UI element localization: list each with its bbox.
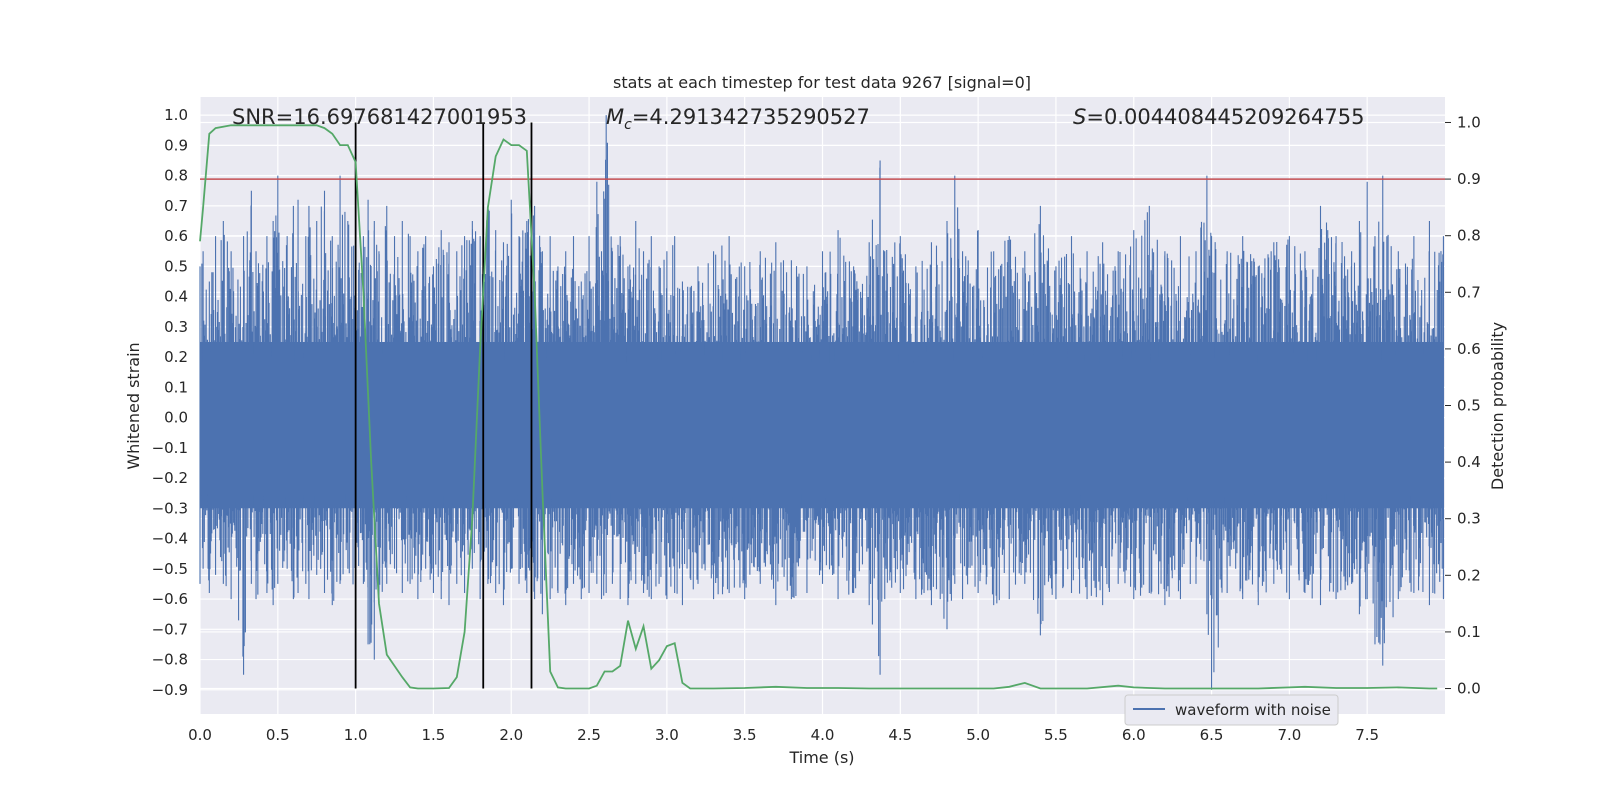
y2-tick-label: 0.5: [1457, 397, 1481, 415]
x-tick-label: 2.5: [577, 726, 601, 744]
x-tick-label: 7.0: [1277, 726, 1301, 744]
x-tick-label: 6.5: [1200, 726, 1224, 744]
y-tick-label: −0.7: [152, 620, 188, 638]
x-tick-label: 3.0: [655, 726, 679, 744]
x-tick-labels: 0.0 0.5 1.0 1.5 2.0 2.5 3.0 3.5 4.0 4.5 5.0 5.5 6.0 6…: [188, 726, 1379, 744]
y-tick-label: 0.8: [164, 167, 188, 185]
y-tick-label: 0.6: [164, 227, 188, 245]
legend-entry-label: waveform with noise: [1175, 701, 1331, 719]
y-tick-label: −0.3: [152, 499, 188, 517]
y-tick-label: 0.4: [164, 288, 188, 306]
y-tick-label: 0.2: [164, 348, 188, 366]
y2-tick-label: 0.0: [1457, 680, 1481, 698]
y2-tick-label: 0.9: [1457, 170, 1481, 188]
x-tick-label: 5.5: [1044, 726, 1068, 744]
y-tick-label: −0.1: [152, 439, 188, 457]
y-tick-label: 0.9: [164, 136, 188, 154]
x-tick-label: 2.0: [499, 726, 523, 744]
y-tick-label: 1.0: [164, 106, 188, 124]
x-axis-label: Time (s): [788, 748, 854, 767]
y-tick-label: −0.4: [152, 530, 188, 548]
y-axis-label: Whitened strain: [124, 342, 143, 469]
y-tick-label: −0.5: [152, 560, 188, 578]
x-tick-label: 3.5: [733, 726, 757, 744]
x-tick-label: 1.5: [422, 726, 446, 744]
s-annotation: S=0.004408445209264755: [1073, 105, 1364, 129]
y-tick-label: −0.6: [152, 590, 188, 608]
y2-tick-label: 0.8: [1457, 227, 1481, 245]
y-tick-label: 0.7: [164, 197, 188, 215]
y-tick-label: 0.0: [164, 409, 188, 427]
x-tick-label: 6.0: [1122, 726, 1146, 744]
waveform-spikes: [199, 115, 1444, 690]
legend-box: [1124, 694, 1339, 726]
x-tick-label: 0.0: [188, 726, 212, 744]
y2-tick-label: 1.0: [1457, 113, 1481, 131]
detection-probability-series: [199, 124, 1438, 690]
snr-annotation: SNR=16.697681427001953: [232, 105, 527, 129]
x-tick-label: 7.5: [1355, 726, 1379, 744]
y2-tick-label: 0.1: [1457, 623, 1481, 641]
x-tick-label: 4.0: [811, 726, 835, 744]
x-tick-label: 1.0: [344, 726, 368, 744]
y2-tick-label: 0.7: [1457, 283, 1481, 301]
y-tick-label: 0.1: [164, 378, 188, 396]
waveform-with-noise-series: [199, 115, 1444, 690]
y-tick-labels: −0.9 −0.8 −0.7 −0.6 −0.5 −0.4 −0.3 −0.2 −0.1 0.0 0…: [152, 106, 188, 699]
y2-tick-label: 0.2: [1457, 566, 1481, 584]
x-tick-label: 5.0: [966, 726, 990, 744]
x-tick-label: 4.5: [888, 726, 912, 744]
legend: waveform with noise: [1124, 694, 1339, 726]
y-tick-label: −0.2: [152, 469, 188, 487]
y2-axis-label: Detection probability: [1488, 322, 1507, 490]
y-tick-label: −0.8: [152, 651, 188, 669]
y-tick-label: −0.9: [152, 681, 188, 699]
y-tick-label: 0.3: [164, 318, 188, 336]
chart-title: stats at each timestep for test data 926…: [613, 73, 1031, 92]
y2-tick-label: 0.6: [1457, 340, 1481, 358]
y-tick-label: 0.5: [164, 257, 188, 275]
y2-tick-label: 0.4: [1457, 453, 1481, 471]
vertical-markers: [354, 122, 533, 689]
x-tick-label: 0.5: [266, 726, 290, 744]
y2-tick-label: 0.3: [1457, 510, 1481, 528]
y2-tick-labels: 0.0 0.1 0.2 0.3 0.4 0.5 0.6 0.7 0.8 0.9 1.0: [1445, 113, 1481, 698]
chirp-mass-annotation: Mc=4.291342735290527: [606, 105, 870, 133]
